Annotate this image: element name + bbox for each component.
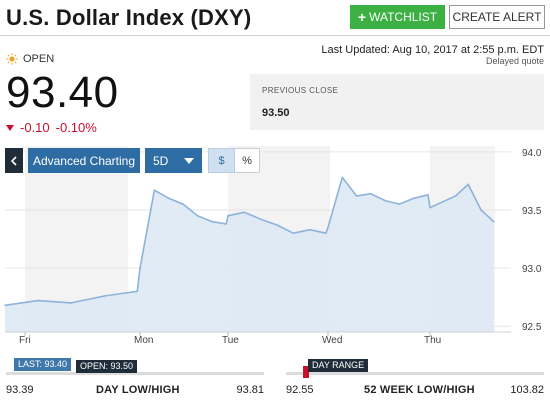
- x-tick-label-3: Wed: [322, 335, 342, 346]
- previous-close-value: 93.50: [262, 107, 290, 119]
- price-point-3: [103, 295, 105, 297]
- price-point-31: [480, 209, 482, 211]
- price-point-14: [259, 218, 262, 220]
- day-low: 93.39: [6, 384, 34, 396]
- day-range-marker: [303, 366, 309, 378]
- x-tick-label-2: Tue: [222, 335, 239, 346]
- y-tick-label-2: 93.0: [522, 264, 542, 275]
- delayed-quote-note: Delayed quote: [485, 56, 544, 66]
- price-chart-svg: 94.0 93.5 93.0 92.5 Fri Mon Tue Wed Thu: [4, 146, 542, 346]
- price-point-21: [355, 195, 358, 197]
- down-arrow-icon: [6, 124, 14, 131]
- time-range-select[interactable]: 5D: [145, 148, 202, 173]
- advanced-charting-button[interactable]: Advanced Charting: [28, 148, 140, 173]
- price-chart[interactable]: 94.0 93.5 93.0 92.5 Fri Mon Tue Wed Thu: [0, 146, 550, 346]
- price-point-17: [308, 228, 311, 231]
- price-point-5: [139, 267, 141, 269]
- sun-icon: [6, 53, 18, 65]
- y-tick-label-0: 94.0: [522, 148, 542, 159]
- chart-toolbar: Advanced Charting 5D $ %: [5, 148, 260, 173]
- market-status-label: OPEN: [23, 53, 55, 65]
- price-point-7: [167, 197, 170, 200]
- price-point-28: [441, 201, 444, 203]
- plus-icon: +: [357, 9, 367, 25]
- price-point-8: [182, 203, 184, 205]
- day-range-tag: DAY RANGE: [308, 359, 369, 372]
- price-point-30: [467, 183, 470, 186]
- price-point-10: [211, 220, 213, 223]
- watchlist-button-label: WATCHLIST: [369, 10, 438, 24]
- week52-high: 103.82: [510, 384, 544, 396]
- dollar-mode-button[interactable]: $: [208, 148, 235, 173]
- price-point-0: [4, 304, 6, 307]
- market-status: OPEN: [6, 53, 54, 65]
- chevron-left-icon: [10, 155, 17, 166]
- previous-close-panel: PREVIOUS CLOSE 93.50: [250, 74, 544, 130]
- open-price-tag: OPEN: 93.50: [76, 360, 138, 373]
- header-divider: [0, 35, 550, 36]
- week52-range: DAY RANGE 92.55 52 WEEK LOW/HIGH 103.82: [286, 358, 544, 404]
- day-range: LAST: 93.40 OPEN: 93.50 93.39 DAY LOW/HI…: [6, 358, 264, 404]
- price-point-26: [427, 194, 429, 196]
- price-point-25: [412, 197, 415, 200]
- price-point-18: [325, 232, 327, 234]
- price-point-13: [243, 211, 246, 214]
- price-point-19: [327, 226, 329, 229]
- x-tick-label-4: Thu: [424, 335, 441, 346]
- price-point-9: [196, 214, 199, 217]
- price-point-32: [492, 220, 495, 223]
- week52-low: 92.55: [286, 384, 314, 396]
- price-point-22: [370, 192, 372, 195]
- caret-down-icon: [184, 157, 194, 164]
- chart-collapse-button[interactable]: [5, 148, 23, 173]
- percent-mode-button[interactable]: %: [235, 148, 260, 173]
- price-point-27: [429, 206, 431, 209]
- last-updated: Last Updated: Aug 10, 2017 at 2:55 p.m. …: [321, 44, 544, 56]
- price-point-24: [398, 203, 401, 205]
- x-tick-label-0: Fri: [19, 335, 31, 346]
- price-point-2: [70, 302, 72, 304]
- time-range-value: 5D: [153, 153, 169, 168]
- price-point-23: [384, 199, 386, 202]
- create-alert-button[interactable]: CREATE ALERT: [449, 5, 545, 29]
- day-high: 93.81: [236, 384, 264, 396]
- price-point-11: [225, 223, 227, 225]
- change-value: -0.10: [20, 120, 50, 135]
- price-point-1: [37, 299, 39, 302]
- last-price: 93.40: [6, 68, 119, 117]
- change-percent: -0.10%: [55, 120, 97, 135]
- price-point-4: [136, 290, 139, 293]
- y-tick-label-3: 92.5: [522, 322, 542, 333]
- x-tick-label-1: Mon: [134, 335, 153, 346]
- price-point-15: [276, 224, 278, 226]
- price-point-16: [292, 232, 295, 234]
- previous-close-label: PREVIOUS CLOSE: [262, 86, 339, 95]
- week52-range-bar: [286, 372, 544, 375]
- week52-range-label: 52 WEEK LOW/HIGH: [364, 384, 475, 396]
- y-tick-label-1: 93.5: [522, 206, 542, 217]
- page-title: U.S. Dollar Index (DXY): [6, 5, 252, 30]
- add-to-watchlist-button[interactable]: + WATCHLIST: [350, 5, 445, 29]
- price-point-29: [454, 195, 457, 197]
- price-change: -0.10 -0.10%: [6, 120, 97, 135]
- price-point-12: [227, 214, 229, 217]
- day-range-label: DAY LOW/HIGH: [96, 384, 180, 396]
- price-point-6: [153, 189, 156, 191]
- price-point-20: [341, 176, 344, 179]
- last-price-tag: LAST: 93.40: [14, 358, 72, 371]
- day-range-bar: [6, 372, 264, 375]
